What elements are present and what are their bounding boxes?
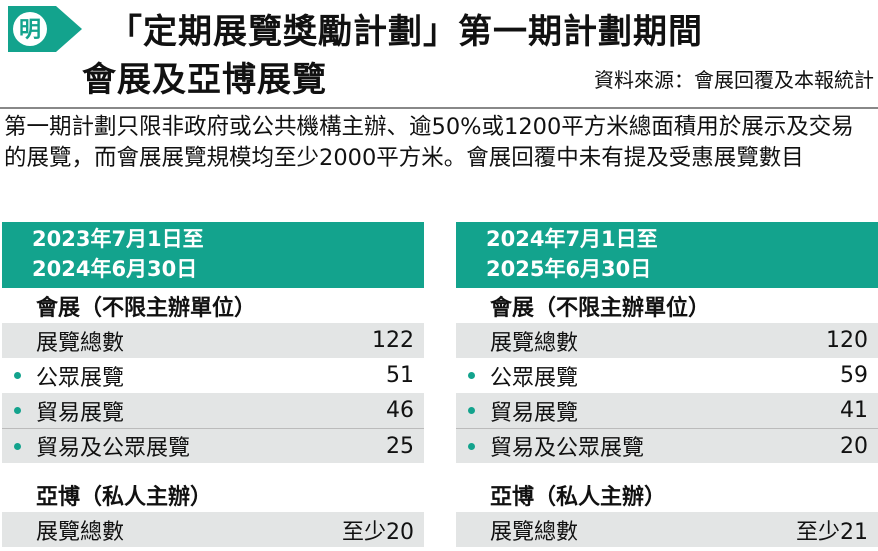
asiaworld-heading: 亞博（私人主辦） (36, 484, 213, 510)
page-title: 「定期展覽獎勵計劃」第一期計劃期間 (108, 12, 703, 52)
total-label: 展覽總數 (36, 519, 125, 545)
item-value: 51 (386, 363, 414, 388)
panel-header: 2023年7月1日至 2024年6月30日 (2, 222, 424, 288)
spacer (456, 463, 878, 477)
item-value: 20 (840, 433, 868, 459)
total-value: 至少21 (796, 519, 868, 545)
divider (0, 107, 878, 109)
explanatory-note: 第一期計劃只限非政府或公共機構主辦、逾50%或1200平方米總面積用於展示及交易… (4, 114, 854, 171)
table-row: 貿易及公眾展覽 20 (456, 428, 878, 463)
bullet-icon (468, 372, 475, 379)
page-subtitle: 會展及亞博展覽 (82, 60, 327, 100)
hkcec-total-row: 展覽總數 120 (456, 323, 878, 358)
period-panel-2023-24: 2023年7月1日至 2024年6月30日 會展（不限主辦單位） 展覽總數 12… (2, 222, 424, 547)
asiaworld-heading-row: 亞博（私人主辦） (2, 477, 424, 512)
panel-header: 2024年7月1日至 2025年6月30日 (456, 222, 878, 288)
period-end: 2024年6月30日 (32, 257, 198, 281)
item-value: 25 (386, 433, 414, 459)
source-credit: 資料來源：會展回覆及本報統計 (594, 68, 874, 92)
item-label: 貿易及公眾展覽 (36, 436, 191, 461)
total-value: 122 (372, 328, 414, 353)
table-row: 貿易展覽 46 (2, 393, 424, 428)
asiaworld-total-row: 展覽總數 至少20 (2, 512, 424, 547)
spacer (2, 463, 424, 477)
total-value: 120 (826, 328, 868, 353)
total-label: 展覽總數 (36, 330, 125, 356)
bullet-icon (14, 372, 21, 379)
bullet-icon (468, 407, 475, 414)
item-value: 46 (386, 398, 414, 423)
period-start: 2024年7月1日至 (486, 227, 658, 251)
logo-char: 明 (19, 18, 41, 43)
item-label: 公眾展覽 (36, 365, 125, 391)
total-label: 展覽總數 (490, 330, 579, 356)
item-value: 41 (840, 398, 868, 423)
table-row: 貿易展覽 41 (456, 393, 878, 428)
total-value: 至少20 (342, 519, 414, 545)
bullet-icon (14, 407, 21, 414)
bullet-icon (468, 443, 475, 450)
newspaper-logo-icon: 明 (8, 6, 82, 52)
bullet-icon (14, 443, 21, 450)
item-label: 貿易及公眾展覽 (490, 436, 645, 461)
hkcec-heading: 會展（不限主辦單位） (36, 295, 257, 321)
item-label: 公眾展覽 (490, 365, 579, 391)
hkcec-heading-row: 會展（不限主辦單位） (456, 288, 878, 323)
asiaworld-heading: 亞博（私人主辦） (490, 484, 667, 510)
table-row: 貿易及公眾展覽 25 (2, 428, 424, 463)
period-panel-2024-25: 2024年7月1日至 2025年6月30日 會展（不限主辦單位） 展覽總數 12… (456, 222, 878, 547)
table-row: 公眾展覽 51 (2, 358, 424, 393)
item-value: 59 (840, 363, 868, 388)
table-row: 公眾展覽 59 (456, 358, 878, 393)
hkcec-total-row: 展覽總數 122 (2, 323, 424, 358)
asiaworld-heading-row: 亞博（私人主辦） (456, 477, 878, 512)
item-label: 貿易展覽 (490, 400, 579, 426)
hkcec-heading: 會展（不限主辦單位） (490, 295, 711, 321)
period-start: 2023年7月1日至 (32, 227, 204, 251)
total-label: 展覽總數 (490, 519, 579, 545)
hkcec-heading-row: 會展（不限主辦單位） (2, 288, 424, 323)
period-end: 2025年6月30日 (486, 257, 652, 281)
asiaworld-total-row: 展覽總數 至少21 (456, 512, 878, 547)
item-label: 貿易展覽 (36, 400, 125, 426)
